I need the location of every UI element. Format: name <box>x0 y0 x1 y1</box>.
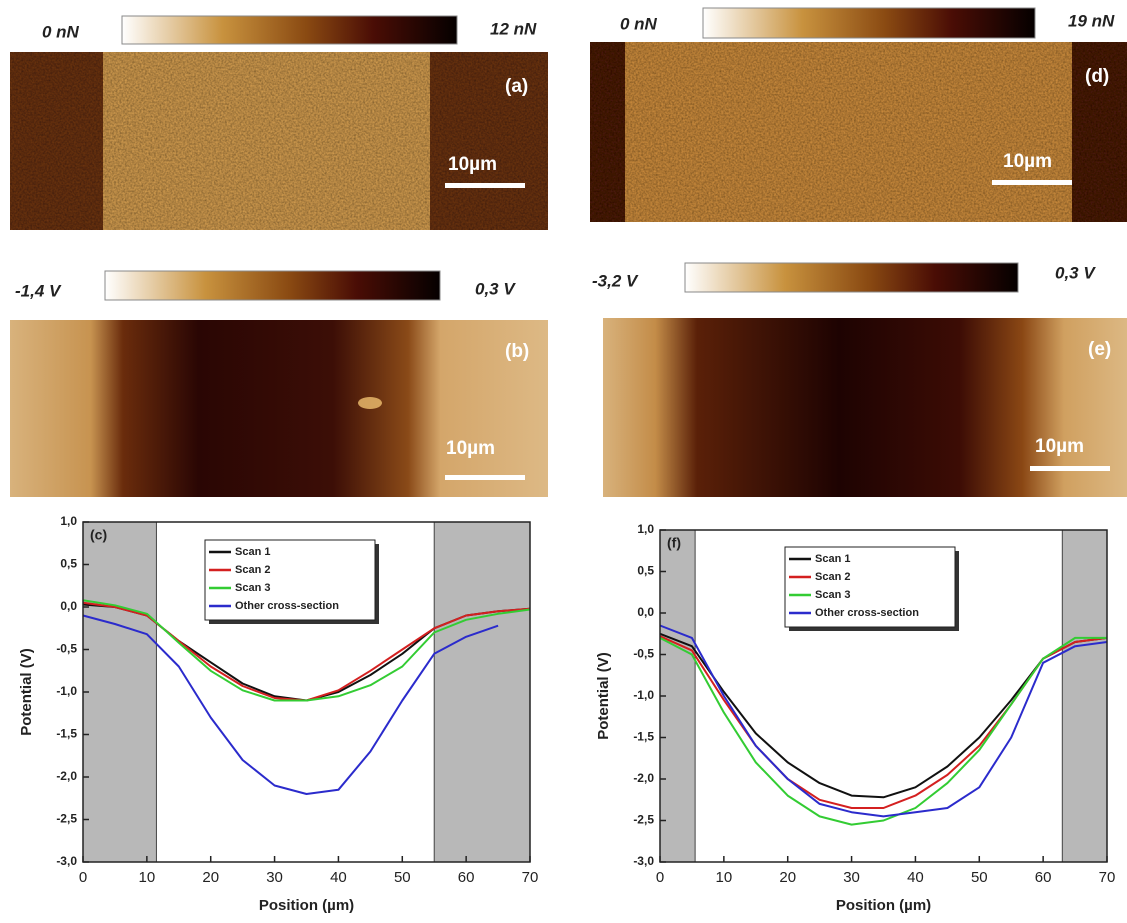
x-tick-label: 20 <box>779 869 796 886</box>
series-line <box>659 636 1107 826</box>
colorbar <box>684 262 1019 293</box>
x-tick-label: 70 <box>1099 869 1116 886</box>
colorbar-min: 0 nN <box>42 22 80 41</box>
y-tick-label: -1,5 <box>633 730 654 744</box>
shaded-region <box>1061 529 1108 863</box>
x-tick-label: 60 <box>458 869 475 886</box>
colorbar-max: 0,3 V <box>475 279 516 298</box>
panel-label: (b) <box>505 341 529 362</box>
legend-label: Other cross-section <box>815 607 919 619</box>
x-tick-label: 40 <box>330 869 347 886</box>
colorbar-max: 19 nN <box>1068 11 1115 30</box>
y-tick-label: -1,0 <box>56 684 77 698</box>
colorbar <box>121 15 458 45</box>
x-tick-label: 50 <box>971 869 988 886</box>
y-tick-label: 1,0 <box>60 514 77 528</box>
legend-label: Scan 2 <box>815 571 850 583</box>
scale-bar-label: 10µm <box>1035 436 1084 457</box>
colorbar-max: 12 nN <box>490 19 537 38</box>
y-tick-label: -3,0 <box>633 854 654 868</box>
colorbar <box>104 270 441 301</box>
y-tick-label: -2,5 <box>56 812 77 826</box>
colorbar-min: 0 nN <box>620 14 658 33</box>
x-tick-label: 0 <box>656 869 664 886</box>
y-tick-label: 0,5 <box>637 564 654 578</box>
kpfm-image <box>10 320 548 497</box>
series-line <box>659 632 1108 799</box>
y-tick-label: -1,0 <box>633 688 654 702</box>
x-tick-label: 60 <box>1035 869 1052 886</box>
x-axis-label: Position (µm) <box>836 897 931 914</box>
scale-bar <box>445 183 525 188</box>
y-axis-label: Potential (V) <box>18 648 35 736</box>
panel-annotation: (f) <box>667 535 681 551</box>
panel-label: (d) <box>1085 66 1109 87</box>
x-axis-label: Position (µm) <box>259 897 354 914</box>
panel-label: (e) <box>1088 339 1111 360</box>
x-tick-label: 30 <box>843 869 860 886</box>
colorbar <box>702 7 1036 39</box>
panel-label: (a) <box>505 76 528 97</box>
scale-bar <box>1030 466 1110 471</box>
series-line <box>82 614 499 795</box>
shaded-region <box>433 521 531 863</box>
afm-image <box>590 42 1127 222</box>
y-tick-label: 0,0 <box>637 605 654 619</box>
y-tick-label: -1,5 <box>56 727 77 741</box>
x-tick-label: 70 <box>522 869 539 886</box>
y-tick-label: 0,5 <box>60 557 77 571</box>
legend-label: Scan 1 <box>235 546 270 558</box>
colorbar-min: -3,2 V <box>592 271 639 290</box>
colorbar-max: 0,3 V <box>1055 263 1096 282</box>
legend-label: Scan 1 <box>815 553 850 565</box>
x-tick-label: 0 <box>79 869 87 886</box>
afm-image <box>10 52 548 230</box>
y-tick-label: -2,5 <box>633 813 654 827</box>
scale-bar-label: 10µm <box>448 154 497 175</box>
y-tick-label: -0,5 <box>56 642 77 656</box>
x-tick-label: 40 <box>907 869 924 886</box>
colorbar-min: -1,4 V <box>15 281 62 300</box>
scale-bar-label: 10µm <box>1003 151 1052 172</box>
x-tick-label: 10 <box>716 869 733 886</box>
scale-bar <box>992 180 1072 185</box>
shaded-region <box>82 521 157 863</box>
x-tick-label: 10 <box>139 869 156 886</box>
x-tick-label: 20 <box>202 869 219 886</box>
y-tick-label: -2,0 <box>56 769 77 783</box>
y-tick-label: 1,0 <box>637 522 654 536</box>
hotspot <box>358 397 382 409</box>
y-axis-label: Potential (V) <box>595 652 612 740</box>
y-tick-label: 0,0 <box>60 599 77 613</box>
series-line <box>82 599 531 702</box>
series-line <box>659 624 1108 818</box>
legend-label: Scan 3 <box>235 582 270 594</box>
y-tick-label: -0,5 <box>633 647 654 661</box>
scale-bar <box>445 475 525 480</box>
scale-bar-label: 10µm <box>446 438 495 459</box>
y-tick-label: -3,0 <box>56 854 77 868</box>
x-tick-label: 50 <box>394 869 411 886</box>
legend-label: Scan 2 <box>235 564 270 576</box>
legend-label: Other cross-section <box>235 600 339 612</box>
legend-label: Scan 3 <box>815 589 850 601</box>
x-tick-label: 30 <box>266 869 283 886</box>
y-tick-label: -2,0 <box>633 771 654 785</box>
legend <box>204 539 376 621</box>
legend <box>784 546 956 628</box>
panel-annotation: (c) <box>90 527 107 543</box>
